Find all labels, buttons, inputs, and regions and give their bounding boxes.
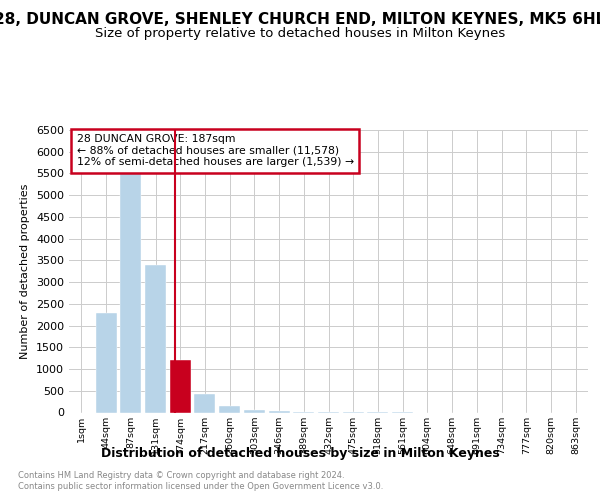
Bar xyxy=(95,312,116,412)
Text: 28 DUNCAN GROVE: 187sqm
← 88% of detached houses are smaller (11,578)
12% of sem: 28 DUNCAN GROVE: 187sqm ← 88% of detache… xyxy=(77,134,354,168)
Bar xyxy=(120,174,141,412)
Bar xyxy=(194,394,215,412)
Bar xyxy=(145,264,166,412)
Text: Contains HM Land Registry data © Crown copyright and database right 2024.: Contains HM Land Registry data © Crown c… xyxy=(18,471,344,480)
Bar xyxy=(244,410,265,412)
Bar xyxy=(269,411,290,412)
Y-axis label: Number of detached properties: Number of detached properties xyxy=(20,184,31,359)
Text: Size of property relative to detached houses in Milton Keynes: Size of property relative to detached ho… xyxy=(95,26,505,40)
Text: Contains public sector information licensed under the Open Government Licence v3: Contains public sector information licen… xyxy=(18,482,383,491)
Bar xyxy=(219,406,240,412)
Text: Distribution of detached houses by size in Milton Keynes: Distribution of detached houses by size … xyxy=(101,447,499,460)
Bar xyxy=(170,360,191,412)
Text: 28, DUNCAN GROVE, SHENLEY CHURCH END, MILTON KEYNES, MK5 6HL: 28, DUNCAN GROVE, SHENLEY CHURCH END, MI… xyxy=(0,12,600,26)
